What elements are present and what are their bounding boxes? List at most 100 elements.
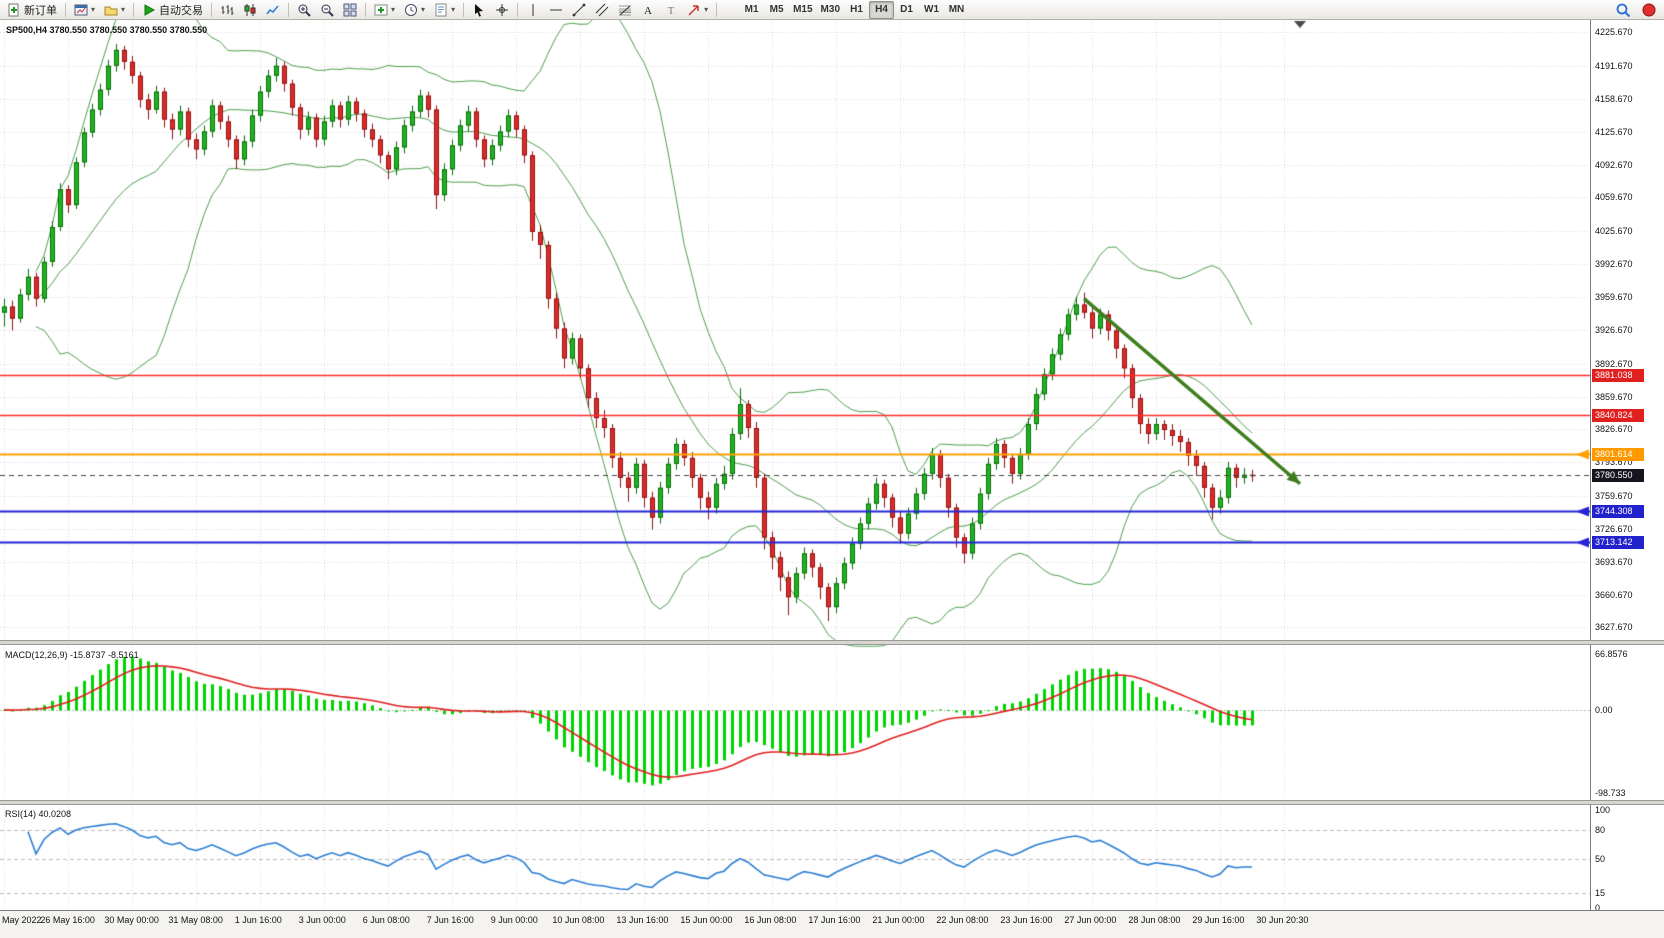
crosshair-button[interactable] bbox=[491, 1, 513, 19]
price-level-badge: 3744.308 bbox=[1592, 504, 1644, 518]
bar-chart-button[interactable] bbox=[216, 1, 238, 19]
horizontal-line-icon bbox=[549, 3, 563, 17]
bar-chart-icon bbox=[220, 3, 234, 17]
price-axis-label: 3759.670 bbox=[1595, 491, 1633, 502]
tile-windows-button[interactable] bbox=[339, 1, 361, 19]
add-indicator-icon bbox=[374, 3, 388, 17]
label-button[interactable]: T bbox=[660, 1, 682, 19]
time-axis-label: 13 Jun 16:00 bbox=[616, 915, 669, 925]
timeframe-h1-button[interactable]: H1 bbox=[850, 4, 863, 15]
rsi-axis-label: 0 bbox=[1595, 903, 1601, 913]
timeframe-d1-button[interactable]: D1 bbox=[900, 4, 913, 15]
profiles-icon bbox=[104, 3, 118, 17]
profiles-button[interactable]: ▾ bbox=[100, 1, 129, 19]
fibonacci-icon bbox=[618, 3, 632, 17]
new-order-button[interactable]: 新订单 bbox=[3, 1, 61, 19]
indicators-button[interactable]: ▾ bbox=[370, 1, 399, 19]
clock-icon bbox=[404, 3, 418, 17]
arrow-icon bbox=[687, 3, 701, 17]
time-axis-label: 3 Jun 00:00 bbox=[298, 915, 346, 925]
price-axis-label: 4059.670 bbox=[1595, 192, 1633, 203]
time-axis-label: 1 Jun 16:00 bbox=[234, 915, 282, 925]
price-axis-label: 4158.670 bbox=[1595, 93, 1633, 104]
toolbar-right-icons bbox=[1611, 1, 1661, 19]
record-icon bbox=[1641, 2, 1657, 18]
text-button[interactable]: A bbox=[637, 1, 659, 19]
price-axis-label: 4125.670 bbox=[1595, 126, 1633, 137]
tile-windows-icon bbox=[343, 3, 357, 17]
price-axis-label: 3627.670 bbox=[1595, 622, 1633, 633]
trendline-button[interactable] bbox=[568, 1, 590, 19]
timeframe-m30-button[interactable]: M30 bbox=[820, 4, 840, 15]
line-chart-button[interactable] bbox=[262, 1, 284, 19]
cursor-icon bbox=[472, 3, 486, 17]
time-axis-label: 7 Jun 16:00 bbox=[426, 915, 474, 925]
channel-icon bbox=[595, 3, 609, 17]
time-axis[interactable]: May 2022 26 May 16:00 30 May 00:00 31 May 0… bbox=[0, 910, 1664, 938]
timeframe-m1-button[interactable]: M1 bbox=[744, 4, 759, 15]
rsi-indicator-label: RSI(14) 40.0208 bbox=[5, 809, 72, 819]
play-icon bbox=[142, 3, 156, 17]
price-chart-canvas[interactable] bbox=[0, 0, 1590, 910]
timeframe-mn-button[interactable]: MN bbox=[948, 4, 965, 15]
price-level-badge: 3780.550 bbox=[1592, 468, 1644, 482]
price-level-badge: 3881.038 bbox=[1592, 368, 1644, 382]
panel-divider-macd[interactable] bbox=[0, 640, 1664, 645]
autotrade-button-label: 自动交易 bbox=[159, 4, 204, 17]
candles-icon bbox=[243, 3, 257, 17]
toolbar-separator bbox=[463, 2, 465, 17]
autotrade-button[interactable]: 自动交易 bbox=[138, 1, 207, 19]
time-axis-label: 17 Jun 16:00 bbox=[808, 915, 861, 925]
vertical-line-button[interactable] bbox=[522, 1, 544, 19]
timeframe-w1-button[interactable]: W1 bbox=[924, 4, 939, 15]
record-button[interactable] bbox=[1637, 1, 1661, 19]
candlestick-chart-button[interactable] bbox=[239, 1, 261, 19]
price-axis-label: 3926.670 bbox=[1595, 324, 1633, 335]
vertical-line-icon bbox=[526, 3, 540, 17]
periods-button[interactable]: ▾ bbox=[400, 1, 429, 19]
toolbar-separator bbox=[211, 2, 213, 17]
new-chart-button[interactable]: ▾ bbox=[70, 1, 99, 19]
fibonacci-button[interactable] bbox=[614, 1, 636, 19]
toolbar-separator bbox=[365, 2, 367, 17]
time-axis-label: 22 Jun 08:00 bbox=[936, 915, 989, 925]
price-axis-label: 3992.670 bbox=[1595, 259, 1633, 270]
price-axis-label: 4092.670 bbox=[1595, 159, 1633, 170]
svg-text:A: A bbox=[644, 5, 652, 17]
zoom-out-button[interactable] bbox=[316, 1, 338, 19]
horizontal-line-button[interactable] bbox=[545, 1, 567, 19]
search-button[interactable] bbox=[1611, 1, 1635, 19]
rsi-axis-label: 50 bbox=[1595, 854, 1606, 864]
templates-button[interactable]: ▾ bbox=[430, 1, 459, 19]
panel-divider-rsi[interactable] bbox=[0, 800, 1664, 805]
macd-axis-label: 66.8576 bbox=[1595, 648, 1628, 659]
arrows-button[interactable]: ▾ bbox=[683, 1, 712, 19]
price-level-badge: 3801.614 bbox=[1592, 447, 1644, 461]
price-axis[interactable]: 4225.670 4191.670 4158.670 4125.670 4092.670… bbox=[1590, 20, 1664, 938]
time-axis-label: 15 Jun 00:00 bbox=[680, 915, 733, 925]
rsi-axis-label: 80 bbox=[1595, 824, 1606, 835]
time-axis-label: 26 May 16:00 bbox=[40, 915, 95, 925]
price-axis-label: 4025.670 bbox=[1595, 226, 1633, 237]
timeframe-h4-button[interactable]: H4 bbox=[869, 0, 894, 19]
price-axis-label: 4191.670 bbox=[1595, 61, 1633, 72]
dropdown-caret-icon: ▾ bbox=[391, 4, 396, 14]
time-axis-label: May 2022 bbox=[2, 915, 42, 925]
dropdown-caret-icon: ▾ bbox=[451, 4, 456, 14]
time-axis-label: 29 Jun 16:00 bbox=[1192, 915, 1245, 925]
timeframe-m15-button[interactable]: M15 bbox=[793, 4, 813, 15]
zoom-in-button[interactable] bbox=[293, 1, 315, 19]
dropdown-caret-icon: ▾ bbox=[91, 4, 96, 14]
time-axis-label: 28 Jun 08:00 bbox=[1128, 915, 1181, 925]
price-axis-label: 3693.670 bbox=[1595, 556, 1633, 567]
time-axis-label: 30 May 00:00 bbox=[104, 915, 159, 925]
channel-button[interactable] bbox=[591, 1, 613, 19]
timeframe-m5-button[interactable]: M5 bbox=[769, 4, 784, 15]
cursor-button[interactable] bbox=[468, 1, 490, 19]
price-axis-label: 3793.670 bbox=[1595, 457, 1633, 468]
price-axis-label: 3859.670 bbox=[1595, 391, 1633, 402]
label-icon: T bbox=[664, 3, 678, 17]
price-axis-label: 3892.670 bbox=[1595, 358, 1633, 369]
toolbar-separator bbox=[716, 2, 718, 17]
